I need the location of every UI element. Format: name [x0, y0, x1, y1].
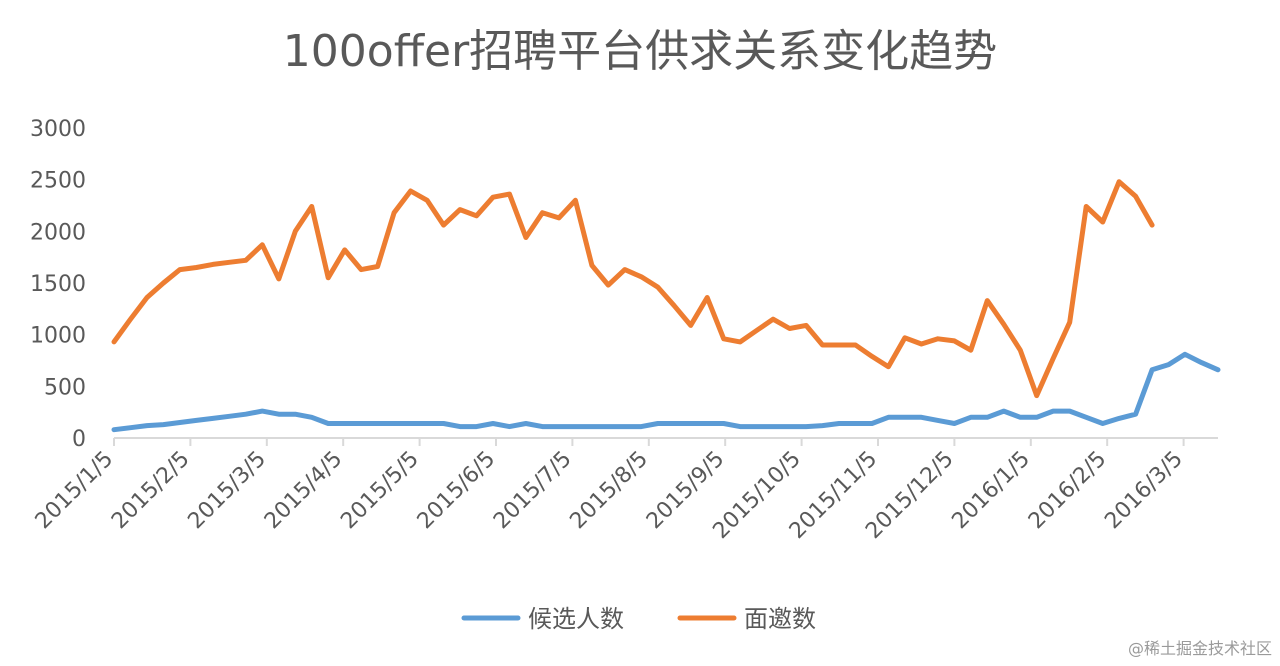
- y-tick-label: 1500: [30, 272, 86, 297]
- legend: 候选人数 面邀数: [461, 605, 816, 633]
- series-group: [111, 179, 1221, 433]
- x-tick-label: 2016/3/5: [1100, 447, 1188, 535]
- y-tick-label: 1000: [30, 324, 86, 349]
- x-tick-label: 2015/8/5: [565, 447, 653, 535]
- x-axis: 2015/1/52015/2/52015/3/52015/4/52015/5/5…: [31, 437, 1218, 544]
- y-tick-label: 2000: [30, 220, 86, 245]
- x-tick-label: 2015/6/5: [413, 447, 501, 535]
- y-tick-label: 3000: [30, 117, 86, 142]
- x-tick-label: 2015/2/5: [107, 447, 195, 535]
- x-tick-label: 2016/2/5: [1024, 447, 1112, 535]
- x-tick-label: 2015/5/5: [336, 447, 424, 535]
- series-line-1: [111, 351, 1221, 433]
- x-tick-label: 2015/7/5: [489, 447, 577, 535]
- legend-label-1: 候选人数: [528, 605, 624, 633]
- x-tick-label: 2015/3/5: [183, 447, 271, 535]
- series-line-2: [111, 179, 1155, 399]
- y-tick-label: 2500: [30, 169, 86, 194]
- y-tick-label: 500: [44, 375, 86, 400]
- x-tick-label: 2015/4/5: [260, 447, 348, 535]
- y-axis: 0 500 1000 1500 2000 2500 3000: [30, 117, 86, 452]
- chart-title: 100offer招聘平台供求关系变化趋势: [283, 26, 997, 77]
- legend-label-2: 面邀数: [744, 605, 816, 633]
- watermark: @稀土掘金技术社区: [1128, 639, 1272, 658]
- y-tick-label: 0: [72, 427, 86, 452]
- x-tick-label: 2016/1/5: [947, 447, 1035, 535]
- x-tick-label: 2015/1/5: [31, 447, 119, 535]
